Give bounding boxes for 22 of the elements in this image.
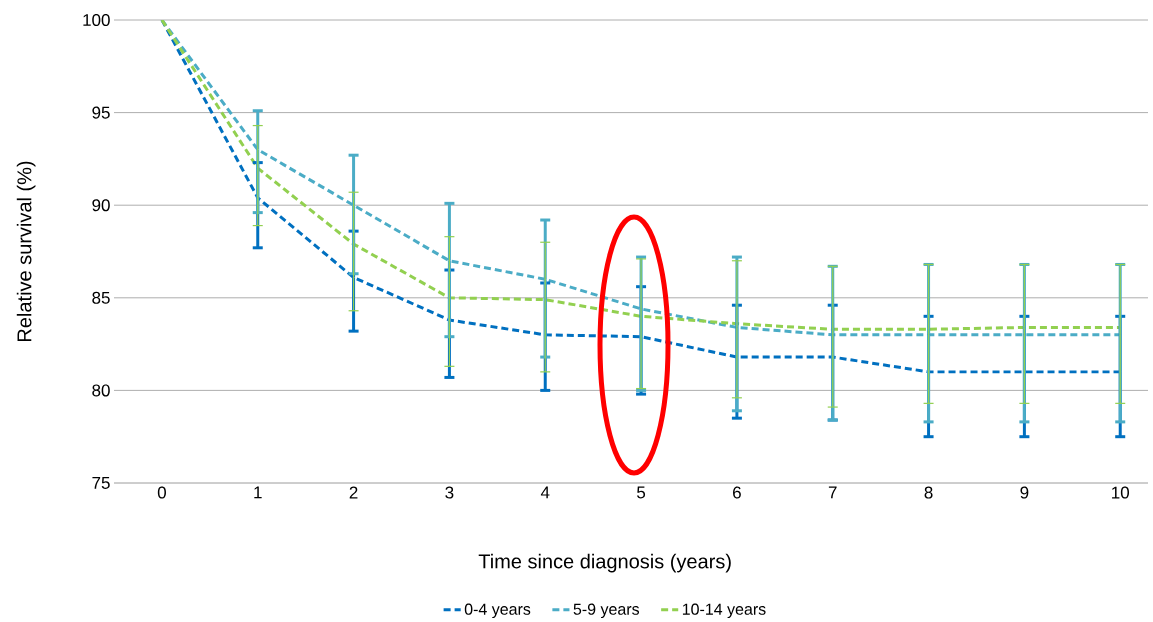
y-tick-label: 100 bbox=[83, 13, 110, 27]
x-tick-label: 5 bbox=[637, 486, 646, 499]
legend-label: 0-4 years bbox=[464, 603, 531, 619]
y-tick-label: 80 bbox=[92, 384, 110, 397]
x-tick-label: 0 bbox=[157, 486, 166, 499]
x-tick-label: 10 bbox=[1112, 486, 1130, 499]
y-tick-label: 90 bbox=[92, 199, 110, 212]
y-tick-label: 85 bbox=[92, 291, 110, 304]
x-tick-label: 9 bbox=[1020, 486, 1029, 499]
legend-label: 5-9 years bbox=[573, 603, 640, 619]
x-tick-label: 3 bbox=[445, 486, 454, 499]
x-tick-label: 2 bbox=[349, 486, 358, 499]
x-tick-label: 8 bbox=[924, 486, 933, 499]
x-tick-label: 7 bbox=[828, 486, 837, 499]
x-axis-title: Time since diagnosis (years) bbox=[478, 553, 731, 573]
legend-label: 10-14 years bbox=[682, 603, 766, 619]
x-tick-label: 6 bbox=[733, 486, 741, 499]
x-tick-label: 1 bbox=[254, 486, 262, 499]
y-axis-title: Relative survival (%) bbox=[16, 161, 36, 341]
x-tick-label: 4 bbox=[540, 486, 550, 499]
y-tick-label: 75 bbox=[92, 477, 110, 489]
y-tick-label: 95 bbox=[92, 106, 110, 119]
